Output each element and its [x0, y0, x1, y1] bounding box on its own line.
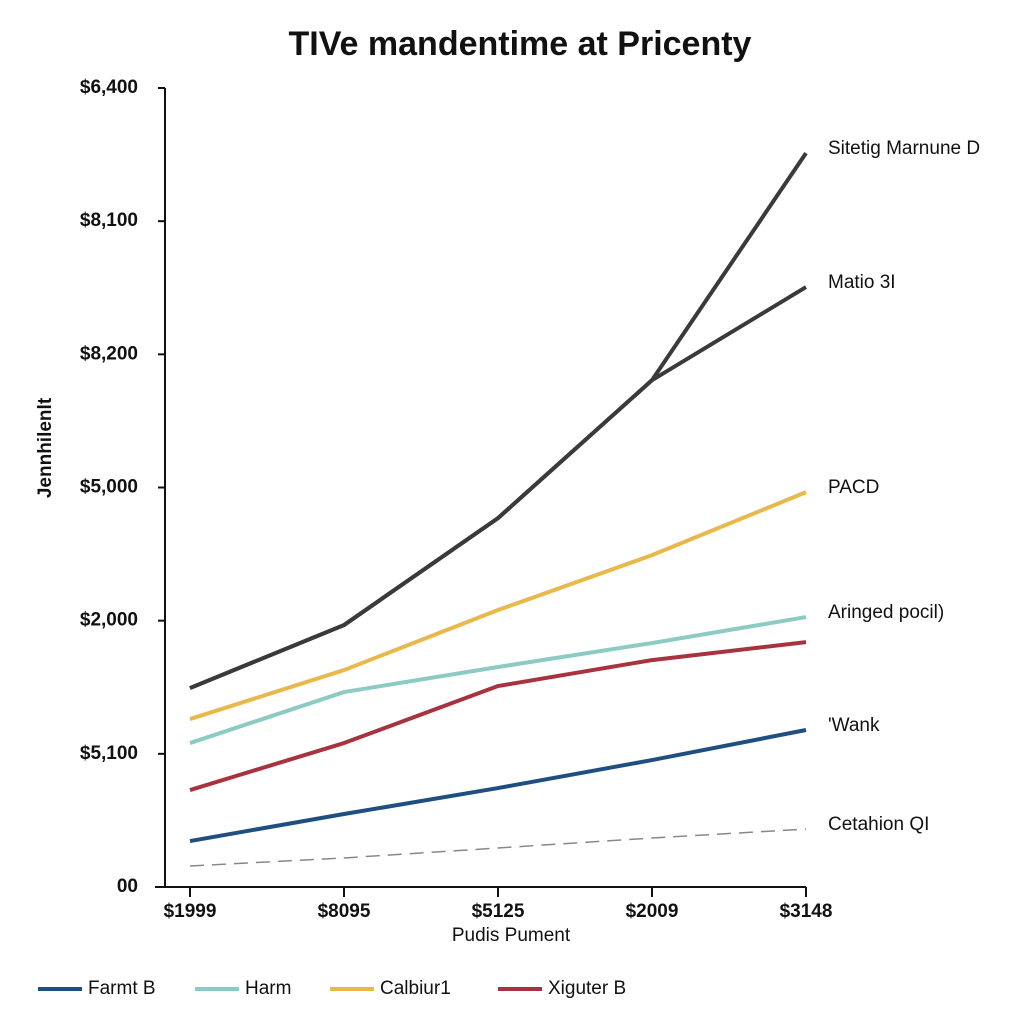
x-tick-label: $8095 [318, 901, 371, 922]
x-tick-label: $1999 [164, 901, 217, 922]
chart-title: TIVe mandentime at Pricenty [289, 25, 752, 63]
series-line [189, 490, 807, 721]
y-tick-label: $8,200 [80, 343, 138, 364]
end-label: 'Wank [828, 715, 880, 736]
x-tick-label: $2009 [626, 901, 679, 922]
end-label: Matio 3I [828, 272, 896, 293]
series-line [189, 728, 807, 844]
end-label: Sitetig Marnune D [828, 138, 980, 159]
x-tick-label: $5125 [472, 901, 525, 922]
series-line [189, 615, 807, 745]
series-line [189, 151, 808, 690]
end-label: Cetahion QI [828, 814, 929, 835]
legend-label: Calbiur1 [380, 978, 451, 999]
legend-label: Harm [245, 978, 291, 999]
y-tick-label: $8,100 [80, 210, 138, 231]
y-tick-label: $2,000 [80, 610, 138, 631]
legend-label: Farmt B [88, 978, 156, 999]
y-tick-label: $5,100 [80, 743, 138, 764]
legend-label: Xiguter B [548, 978, 626, 999]
y-tick-label: 00 [117, 876, 138, 897]
x-axis-title: Pudis Pument [452, 925, 571, 946]
series-line [189, 828, 807, 867]
y-tick-label: $6,400 [80, 77, 138, 98]
x-tick-label: $3148 [780, 901, 833, 922]
end-label: PACD [828, 477, 879, 498]
series-line [189, 640, 807, 792]
y-axis-title: Jennhilenlt [35, 397, 56, 498]
series-line [189, 285, 808, 690]
end-label: Aringed pocil) [828, 602, 944, 623]
y-tick-label: $5,000 [80, 477, 138, 498]
